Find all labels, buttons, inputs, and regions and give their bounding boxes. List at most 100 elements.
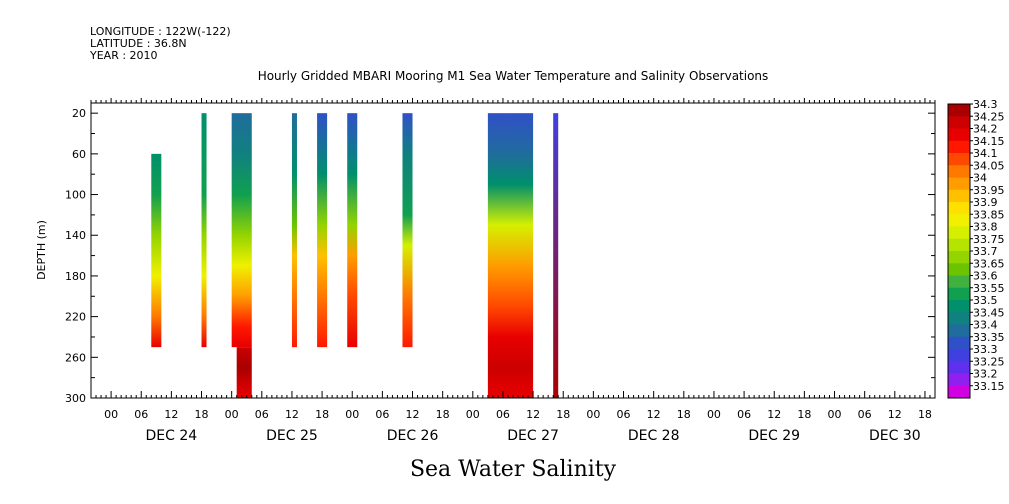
colorbar-swatch [948,214,970,227]
colorbar-swatch [948,177,970,191]
x-hour-label: 00 [345,408,359,421]
x-hour-label: 12 [406,408,420,421]
colorbar-label: 33.4 [973,319,998,332]
x-hour-label: 00 [586,408,600,421]
x-hour-label: 06 [255,408,269,421]
colorbar-label: 34.15 [973,135,1005,148]
colorbar-swatch [948,202,970,215]
salinity-column [201,113,207,348]
x-hour-label: 18 [797,408,811,421]
x-hour-label: 12 [767,408,781,421]
colorbar-swatch [948,287,970,301]
x-hour-label: 06 [617,408,631,421]
colorbar-swatch [948,189,970,203]
colorbar-label: 33.85 [973,208,1005,221]
colorbar-label: 34.3 [973,98,998,111]
salinity-column [402,113,413,348]
x-hour-label: 06 [134,408,148,421]
x-hour-label: 06 [375,408,389,421]
x-hour-label: 18 [556,408,570,421]
colorbar-swatch [948,238,970,252]
salinity-column [231,113,252,348]
colorbar-label: 33.5 [973,294,998,307]
x-hour-label: 12 [164,408,178,421]
x-hour-label: 00 [466,408,480,421]
colorbar-label: 33.75 [973,233,1005,246]
colorbar-swatch [948,251,970,264]
x-hour-label: 12 [285,408,299,421]
colorbar-swatch [948,263,970,276]
colorbar-label: 34.1 [973,147,998,160]
y-axis-label: DEPTH (m) [35,220,48,280]
colorbar-label: 33.3 [973,343,998,356]
colorbar-label: 33.25 [973,355,1005,368]
x-hour-label: 00 [225,408,239,421]
colorbar-label: 33.8 [973,221,998,234]
colorbar-label: 33.35 [973,331,1005,344]
colorbar-label: 33.65 [973,257,1005,270]
x-hour-label: 12 [888,408,902,421]
colorbar-swatch [948,361,970,374]
x-hour-label: 18 [677,408,691,421]
colorbar-label: 33.9 [973,196,998,209]
x-day-label: DEC 26 [387,428,439,444]
latitude-label: LATITUDE : 36.8N [90,37,187,50]
x-day-label: DEC 28 [628,428,680,444]
colorbar-swatch [948,324,970,338]
x-day-label: DEC 24 [146,428,198,444]
colorbar-label: 33.55 [973,282,1005,295]
x-day-label: DEC 25 [266,428,318,444]
colorbar-label: 34.05 [973,159,1005,172]
colorbar-label: 33.95 [973,184,1005,197]
colorbar-swatch [948,104,970,117]
colorbar-label: 33.45 [973,306,1005,319]
colorbar-label: 33.2 [973,368,998,381]
salinity-column [553,113,559,398]
x-hour-label: 06 [496,408,510,421]
x-hour-label: 12 [647,408,661,421]
y-tick-label: 100 [65,189,86,202]
x-hour-label: 18 [918,408,932,421]
x-hour-label: 00 [707,408,721,421]
colorbar-label: 33.15 [973,380,1005,393]
colorbar-label: 34.2 [973,123,998,136]
x-hour-label: 18 [436,408,450,421]
colorbar-swatch [948,349,970,362]
y-tick-label: 20 [72,107,86,120]
x-day-label: DEC 27 [507,428,559,444]
colorbar-swatch [948,275,970,289]
colorbar-swatch [948,226,970,240]
salinity-column [151,153,162,348]
colorbar-swatch [948,140,970,154]
x-day-label: DEC 29 [748,428,800,444]
salinity-column [317,113,328,348]
x-hour-label: 18 [195,408,209,421]
plot-area [151,113,559,398]
x-hour-label: 06 [858,408,872,421]
y-tick-label: 60 [72,148,86,161]
y-tick-label: 140 [65,229,86,242]
plot-axes: 20 60 100 140 180 220 260 300 00 06 12 18 00 06 12 18 00… [65,98,936,444]
colorbar-swatch [948,300,970,313]
x-day-label: DEC 30 [869,428,921,444]
x-hour-label: 12 [526,408,540,421]
salinity-column [347,113,358,348]
colorbar-swatch [948,336,970,350]
salinity-column [291,113,297,348]
x-hour-label: 00 [828,408,842,421]
y-tick-label: 180 [65,270,86,283]
bottom-title: Sea Water Salinity [410,457,617,482]
salinity-column [487,113,534,398]
x-hour-label: 18 [315,408,329,421]
year-label: YEAR : 2010 [90,49,158,62]
colorbar-label: 33.7 [973,245,998,258]
x-hour-label: 00 [104,408,118,421]
chart-title: Hourly Gridded MBARI Mooring M1 Sea Wate… [258,69,769,83]
longitude-label: LONGITUDE : 122W(-122) [90,25,231,38]
colorbar-swatch [948,165,970,178]
colorbar: 34.334.2534.234.1534.134.053433.9533.933… [947,98,1005,399]
colorbar-label: 34 [973,172,987,185]
colorbar-label: 33.6 [973,270,998,283]
colorbar-swatch [948,373,970,387]
